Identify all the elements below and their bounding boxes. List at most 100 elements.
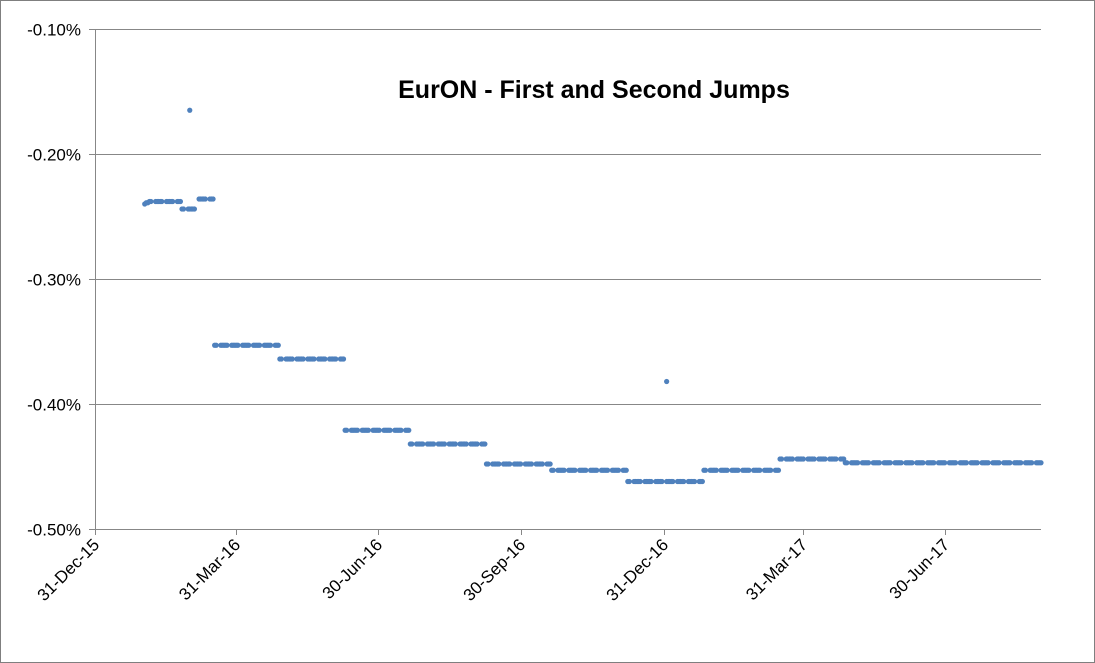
data-point [583, 467, 589, 473]
data-point [507, 461, 513, 467]
data-point [267, 342, 274, 348]
y-tick-label: -0.50% [27, 521, 81, 540]
y-tick-label: -0.40% [27, 396, 81, 415]
data-point [865, 460, 872, 466]
data-point [561, 467, 567, 473]
data-point [485, 461, 491, 467]
data-point [615, 467, 622, 473]
data-point [985, 460, 991, 466]
data-point [180, 206, 187, 212]
axes: -0.10% -0.20% -0.30% -0.40% -0.50%31-Dec-15 3… [27, 21, 1041, 605]
data-point [898, 460, 904, 466]
data-point [1007, 460, 1013, 466]
data-point [692, 478, 698, 485]
data-point [1029, 460, 1035, 466]
data-point [441, 441, 448, 447]
data-point [202, 196, 208, 202]
data-point [833, 456, 839, 462]
data-point [605, 467, 611, 473]
data-point [920, 460, 926, 466]
x-tick-label: 30-Sep-16 [460, 535, 530, 605]
data-point [518, 461, 524, 467]
data-point-outlier [664, 378, 670, 385]
gridlines [95, 29, 1041, 405]
data-point [637, 478, 643, 485]
data-point [333, 356, 339, 362]
data-point [148, 198, 154, 205]
data-point [365, 427, 371, 433]
data-point [387, 427, 393, 433]
x-tick-label: 30-Jun-17 [886, 535, 954, 603]
data-point [235, 342, 241, 348]
data-point [626, 478, 632, 485]
data-point [406, 427, 412, 433]
data-point [224, 342, 230, 348]
y-tick-label: -0.10% [27, 21, 81, 40]
data-point [474, 441, 480, 447]
data-point [757, 467, 763, 473]
data-point [909, 460, 915, 466]
data-point [746, 467, 752, 473]
data-point [670, 478, 676, 485]
data-point [409, 441, 415, 447]
data-point [213, 342, 219, 348]
data-point [724, 467, 730, 473]
data-point [931, 460, 937, 466]
y-tick-label: -0.30% [27, 271, 81, 290]
data-point [278, 356, 284, 362]
data-point [942, 460, 948, 466]
data-point [775, 467, 782, 473]
data-point [177, 198, 184, 205]
data-point [191, 206, 198, 212]
data-point [800, 456, 806, 462]
data-point [648, 478, 654, 485]
data-point [354, 427, 361, 433]
data-point [344, 427, 350, 433]
data-point [789, 456, 796, 462]
x-tick-label: 31-Mar-16 [175, 535, 244, 604]
y-tick-label: -0.20% [27, 146, 81, 165]
data-point [550, 467, 556, 473]
x-tick-label: 31-Dec-16 [603, 535, 673, 605]
data-point [420, 441, 426, 447]
data-point [528, 461, 535, 467]
data-point [713, 467, 719, 473]
chart-title: EurON - First and Second Jumps [398, 76, 790, 104]
x-tick-label: 30-Jun-16 [319, 535, 387, 603]
data-point [844, 460, 850, 466]
data-point [482, 441, 488, 447]
data-point [496, 461, 502, 467]
data-point [300, 356, 306, 362]
data-point [311, 356, 317, 362]
data-point [735, 467, 741, 473]
data-point [659, 478, 665, 485]
data-point [246, 342, 252, 348]
data-point [681, 478, 687, 485]
data-point [159, 198, 165, 205]
data-point [431, 441, 437, 447]
data-point [963, 460, 970, 466]
data-point [887, 460, 893, 466]
data-point [170, 198, 176, 205]
data-point [463, 441, 469, 447]
data-point [376, 427, 382, 433]
data-point [855, 460, 861, 466]
data-point [1038, 460, 1044, 466]
data-point [768, 467, 774, 473]
data-point [547, 461, 553, 467]
data-point [539, 461, 545, 467]
data-point [876, 460, 883, 466]
data-point [623, 467, 629, 473]
data-point [275, 342, 281, 348]
data-point [699, 478, 705, 485]
data-point [572, 467, 578, 473]
data-point [822, 456, 828, 462]
data-point [289, 356, 295, 362]
data-point [996, 460, 1002, 466]
x-tick-label: 31-Dec-15 [34, 535, 104, 605]
data-point [340, 356, 347, 362]
data-point [778, 456, 785, 462]
data-point [594, 467, 600, 473]
